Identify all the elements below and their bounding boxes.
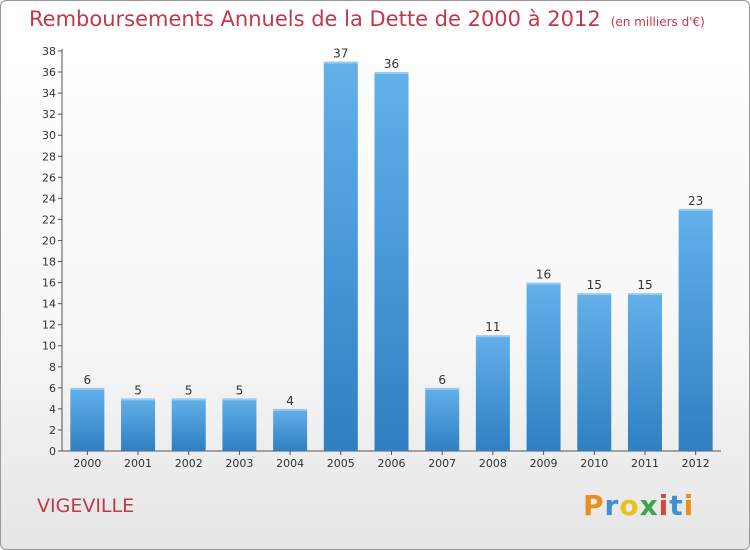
data-label: 16 [536,268,551,282]
bar-highlight [627,293,662,296]
x-tick-label: 2011 [631,457,659,470]
data-label: 37 [333,47,348,61]
x-tick-label: 2009 [530,457,558,470]
x-tick-label: 2002 [175,457,203,470]
data-label: 15 [587,278,602,292]
bar-2003 [222,398,257,451]
y-tick-label: 30 [42,129,56,142]
y-tick-label: 10 [42,340,56,353]
x-tick-label: 2004 [276,457,304,470]
y-tick-label: 2 [49,424,56,437]
bar-highlight [425,387,460,390]
y-tick-label: 26 [42,171,56,184]
y-tick-label: 28 [42,150,56,163]
bar-highlight [222,398,257,401]
data-label: 5 [185,383,193,397]
bar-2004 [273,408,308,451]
y-tick-label: 38 [42,45,56,58]
bar-highlight [526,282,561,285]
bar-highlight [678,208,713,211]
bar-2000 [70,387,105,451]
x-tick-label: 2008 [479,457,507,470]
data-label: 5 [236,383,244,397]
bar-highlight [475,335,510,338]
data-label: 15 [637,278,652,292]
x-tick-label: 2005 [327,457,355,470]
x-tick-label: 2007 [428,457,456,470]
y-tick-label: 34 [42,87,56,100]
x-tick-label: 2012 [682,457,710,470]
x-tick-label: 2003 [225,457,253,470]
y-tick-label: 0 [49,445,56,458]
y-tick-label: 18 [42,256,56,269]
y-tick-label: 24 [42,192,56,205]
chart-title: Remboursements Annuels de la Dette de 20… [29,7,601,31]
y-tick-label: 36 [42,66,56,79]
y-tick-label: 12 [42,319,56,332]
bar-highlight [323,61,358,64]
y-tick-label: 14 [42,298,56,311]
bar-highlight [273,408,308,411]
bar-highlight [374,72,409,75]
y-tick-label: 16 [42,277,56,290]
bar-2011 [627,293,662,451]
y-tick-label: 8 [49,361,56,374]
bar-2002 [171,398,206,451]
x-tick-label: 2006 [378,457,406,470]
chart-unit-note: (en milliers d'€) [610,15,705,29]
data-label: 6 [84,373,92,387]
y-tick-label: 20 [42,234,56,247]
data-label: 23 [688,194,703,208]
city-name: VIGEVILLE [37,495,135,517]
data-label: 36 [384,57,399,71]
x-tick-label: 2001 [124,457,152,470]
bar-2010 [577,293,612,451]
y-tick-label: 22 [42,213,56,226]
bar-highlight [121,398,156,401]
bar-2005 [323,61,358,452]
data-label: 11 [485,320,500,334]
x-tick-label: 2000 [73,457,101,470]
bar-highlight [577,293,612,296]
bar-2008 [475,335,510,451]
proxiti-logo: Proxiti [583,489,695,522]
data-label: 5 [134,383,142,397]
bar-highlight [70,387,105,390]
bar-2012 [678,208,713,451]
bar-2009 [526,282,561,451]
bar-2007 [425,387,460,451]
bar-2006 [374,72,409,451]
y-tick-label: 6 [49,382,56,395]
chart-title-block: Remboursements Annuels de la Dette de 20… [29,7,705,31]
x-tick-label: 2010 [580,457,608,470]
y-tick-label: 32 [42,108,56,121]
data-label: 4 [286,394,294,408]
chart-bars: 6 5 5 5 4 37 36 6 11 16 15 15 23 [70,47,713,452]
bar-2001 [121,398,156,451]
y-tick-label: 4 [49,403,56,416]
bar-highlight [171,398,206,401]
data-label: 6 [438,373,446,387]
